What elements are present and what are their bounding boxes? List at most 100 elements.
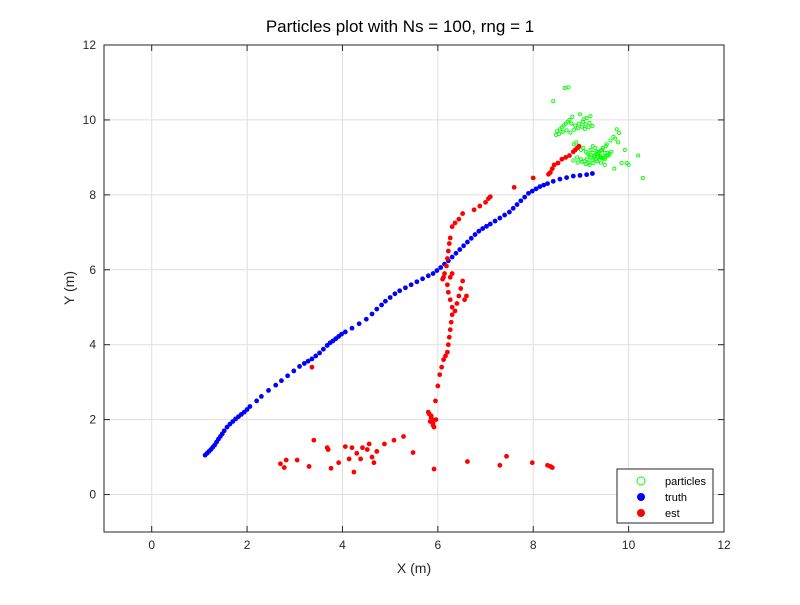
est-point bbox=[444, 263, 449, 269]
est-point bbox=[369, 454, 375, 460]
est-point bbox=[511, 184, 517, 190]
est-point bbox=[452, 308, 458, 314]
truth-point bbox=[258, 393, 264, 399]
est-point bbox=[447, 235, 453, 241]
truth-point bbox=[584, 172, 590, 178]
truth-point bbox=[387, 295, 393, 300]
particles-point bbox=[556, 132, 562, 137]
particles-point bbox=[636, 153, 641, 158]
est-point bbox=[366, 441, 372, 447]
truth-point bbox=[434, 268, 440, 273]
est-point bbox=[529, 460, 535, 466]
est-point bbox=[555, 160, 561, 166]
x-tick-label: 2 bbox=[244, 538, 251, 552]
particles-point bbox=[562, 86, 567, 91]
est-point bbox=[449, 304, 455, 310]
est-point bbox=[328, 465, 334, 471]
est-point bbox=[349, 445, 355, 451]
est-point bbox=[364, 447, 370, 452]
est-point bbox=[549, 465, 555, 470]
particles-point bbox=[581, 145, 586, 151]
est-point bbox=[346, 456, 352, 462]
truth-point bbox=[254, 398, 260, 404]
est-point bbox=[449, 271, 455, 276]
truth-point bbox=[408, 282, 414, 288]
particles-point bbox=[591, 160, 596, 166]
truth-point bbox=[577, 172, 583, 178]
est-point bbox=[563, 154, 569, 160]
truth-point bbox=[529, 188, 535, 194]
est-point bbox=[477, 203, 483, 209]
particles-point bbox=[592, 153, 597, 158]
est-point bbox=[447, 297, 453, 303]
particles-point bbox=[602, 150, 607, 155]
truth-point bbox=[397, 288, 403, 294]
truth-point bbox=[480, 226, 486, 231]
particles-point bbox=[600, 145, 605, 151]
x-tick-label: 8 bbox=[530, 538, 537, 552]
est-point bbox=[439, 364, 445, 370]
truth-point bbox=[545, 181, 550, 187]
truth-point bbox=[541, 182, 547, 188]
particles-point bbox=[604, 142, 609, 147]
y-tick-label: 6 bbox=[89, 263, 96, 277]
particles-point bbox=[555, 129, 560, 134]
truth-point bbox=[514, 202, 520, 207]
particles-point bbox=[586, 125, 591, 130]
truth-point bbox=[291, 368, 297, 374]
particles-point bbox=[590, 123, 595, 128]
truth-point bbox=[374, 306, 380, 312]
particles-point bbox=[599, 156, 604, 161]
plot-area-border bbox=[103, 44, 725, 533]
est-point bbox=[428, 413, 434, 419]
est-point bbox=[410, 450, 416, 455]
particles-point bbox=[583, 162, 588, 167]
est-point bbox=[283, 457, 289, 463]
y-axis-label: Y (m) bbox=[61, 271, 77, 305]
est-point bbox=[437, 372, 443, 378]
truth-point bbox=[309, 356, 315, 362]
x-axis-label: X (m) bbox=[397, 560, 431, 576]
particles-point bbox=[588, 155, 593, 160]
legend-marker-est bbox=[637, 509, 645, 517]
y-tick-label: 10 bbox=[83, 113, 97, 127]
est-point bbox=[460, 211, 466, 216]
truth-point bbox=[356, 321, 362, 327]
particles-point bbox=[551, 99, 556, 104]
particles-point bbox=[596, 155, 601, 160]
particles-point bbox=[616, 140, 621, 145]
particles-point bbox=[567, 117, 572, 122]
est-point bbox=[433, 398, 438, 404]
particles-point bbox=[581, 117, 586, 122]
est-point bbox=[445, 342, 451, 348]
est-point bbox=[559, 156, 565, 162]
est-point bbox=[483, 199, 488, 205]
particles-point bbox=[617, 130, 622, 136]
est-point bbox=[447, 274, 453, 280]
est-point bbox=[442, 271, 447, 276]
x-tick-label: 12 bbox=[717, 538, 731, 552]
legend-box bbox=[616, 468, 714, 524]
particles-point bbox=[575, 155, 580, 160]
truth-point bbox=[414, 279, 420, 285]
particles-point bbox=[587, 120, 592, 125]
est-point bbox=[431, 424, 437, 430]
truth-point bbox=[305, 358, 311, 364]
truth-point bbox=[382, 298, 388, 304]
truth-point bbox=[476, 228, 482, 234]
particles-point bbox=[572, 127, 577, 132]
truth-point bbox=[438, 265, 444, 270]
x-tick-label: 0 bbox=[148, 538, 155, 552]
particles-point bbox=[571, 158, 576, 163]
truth-point bbox=[557, 176, 563, 182]
truth-point bbox=[301, 361, 307, 366]
est-point bbox=[401, 434, 406, 439]
chart-title: Particles plot with Ns = 100, rng = 1 bbox=[266, 17, 534, 36]
particles-point bbox=[573, 123, 578, 128]
particles-point bbox=[575, 160, 580, 165]
truth-point bbox=[273, 382, 279, 388]
est-point bbox=[311, 437, 317, 443]
est-point bbox=[360, 445, 365, 451]
est-point bbox=[431, 466, 437, 472]
